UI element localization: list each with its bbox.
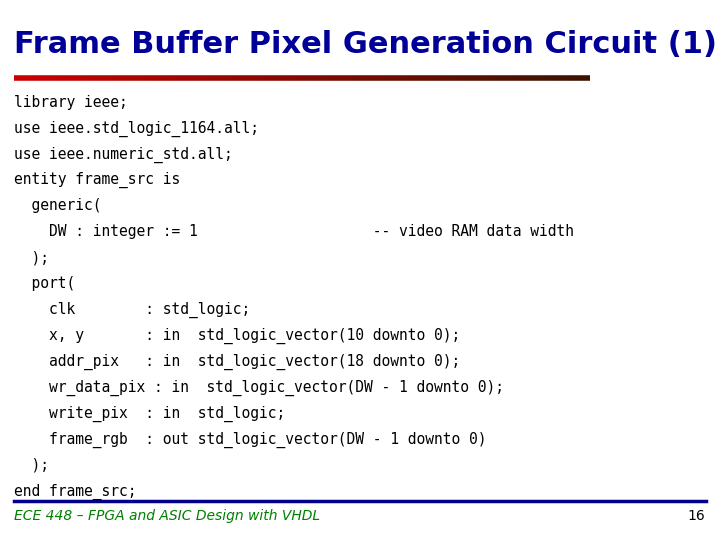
Text: frame_rgb  : out std_logic_vector(DW - 1 downto 0): frame_rgb : out std_logic_vector(DW - 1 … — [14, 431, 487, 448]
Text: DW : integer := 1                    -- video RAM data width: DW : integer := 1 -- video RAM data widt… — [14, 224, 575, 239]
Text: ECE 448 – FPGA and ASIC Design with VHDL: ECE 448 – FPGA and ASIC Design with VHDL — [14, 509, 320, 523]
Text: );: ); — [14, 457, 50, 472]
Text: library ieee;: library ieee; — [14, 94, 128, 110]
Text: clk        : std_logic;: clk : std_logic; — [14, 302, 251, 318]
Text: generic(: generic( — [14, 198, 102, 213]
Text: port(: port( — [14, 276, 76, 291]
Text: wr_data_pix : in  std_logic_vector(DW - 1 downto 0);: wr_data_pix : in std_logic_vector(DW - 1… — [14, 380, 505, 396]
Text: 16: 16 — [688, 509, 706, 523]
Text: entity frame_src is: entity frame_src is — [14, 172, 181, 188]
Text: x, y       : in  std_logic_vector(10 downto 0);: x, y : in std_logic_vector(10 downto 0); — [14, 328, 461, 344]
Text: );: ); — [14, 250, 50, 265]
Text: use ieee.std_logic_1164.all;: use ieee.std_logic_1164.all; — [14, 120, 259, 137]
Text: end frame_src;: end frame_src; — [14, 483, 137, 500]
Text: write_pix  : in  std_logic;: write_pix : in std_logic; — [14, 406, 286, 422]
Text: Frame Buffer Pixel Generation Circuit (1): Frame Buffer Pixel Generation Circuit (1… — [14, 30, 717, 59]
Text: addr_pix   : in  std_logic_vector(18 downto 0);: addr_pix : in std_logic_vector(18 downto… — [14, 354, 461, 370]
Text: use ieee.numeric_std.all;: use ieee.numeric_std.all; — [14, 146, 233, 163]
